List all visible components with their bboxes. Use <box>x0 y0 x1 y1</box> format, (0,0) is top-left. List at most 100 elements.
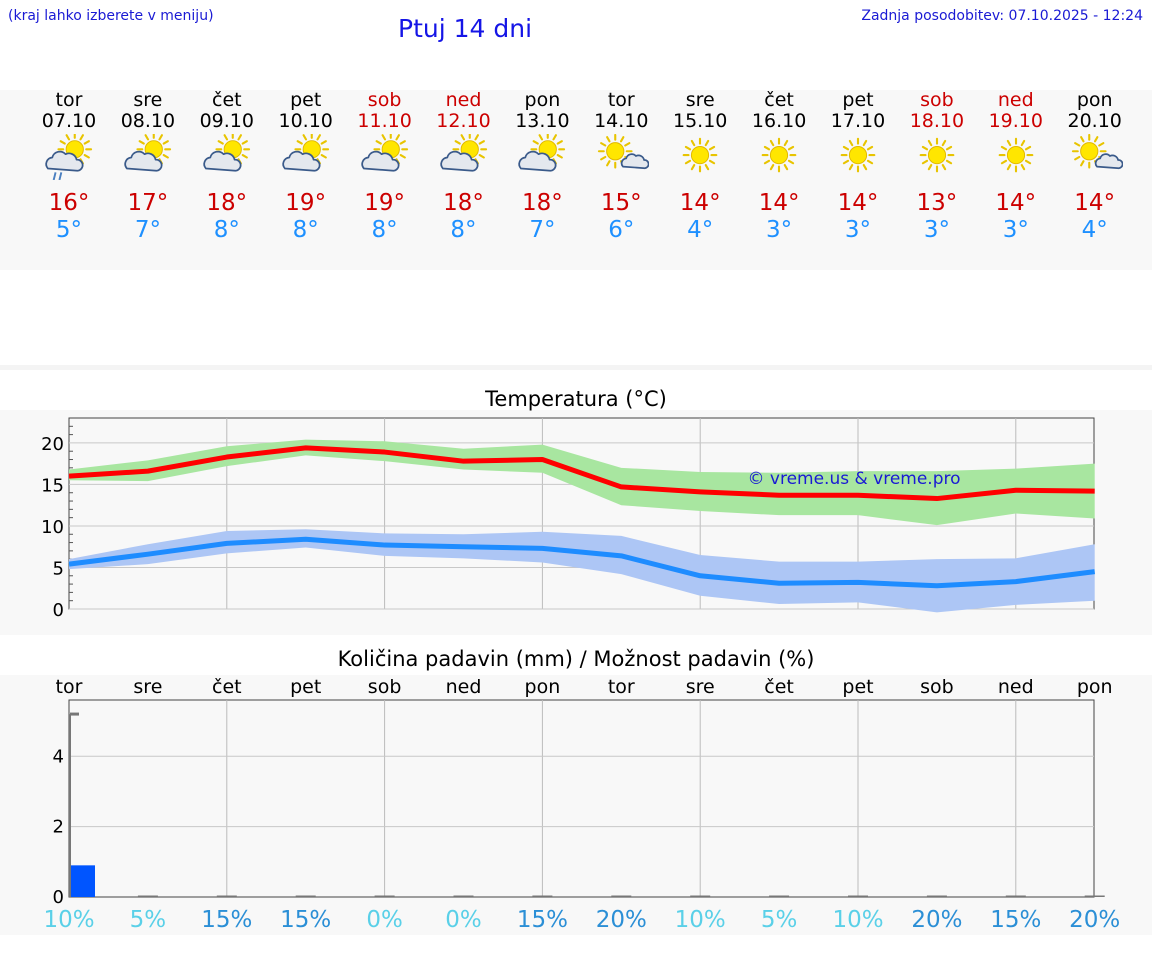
max-temperature: 14° <box>995 190 1037 216</box>
day-name: tor <box>607 89 635 111</box>
precipitation-probability: 15% <box>990 907 1041 933</box>
day-column: čet 16.10 14° 3° <box>739 90 819 244</box>
precipitation-bar <box>848 895 868 897</box>
precipitation-bar <box>295 895 316 897</box>
precipitation-day-label: sre <box>133 676 162 698</box>
max-temperature: 18° <box>206 190 248 216</box>
day-column: sre 15.10 14° 4° <box>660 90 740 244</box>
partly-cloudy-icon <box>439 134 487 172</box>
precipitation-bar <box>216 895 237 897</box>
partly-cloudy-icon <box>518 134 566 172</box>
precipitation-probability: 10% <box>832 907 883 933</box>
day-column: sob 18.10 13° 3° <box>897 90 977 244</box>
day-name: tor <box>55 89 83 111</box>
min-temperature: 8° <box>450 217 477 243</box>
day-name: ned <box>997 89 1034 111</box>
max-temperature: 14° <box>1074 190 1116 216</box>
precipitation-day-label: čet <box>764 676 794 698</box>
max-temperature: 14° <box>758 190 800 216</box>
min-temperature: 8° <box>292 217 319 243</box>
partly-cloudy-rain-icon <box>45 134 93 180</box>
precipitation-day-label: ned <box>998 676 1034 698</box>
precipitation-bar <box>374 895 395 897</box>
sun-small-cloud-icon <box>598 134 650 170</box>
precipitation-bar <box>1084 895 1105 897</box>
min-temperature: 4° <box>1081 217 1108 243</box>
precipitation-probability: 5% <box>130 907 167 933</box>
precipitation-probability: 20% <box>911 907 962 933</box>
min-temperature: 6° <box>608 217 635 243</box>
day-date: 08.10 <box>120 110 176 132</box>
precipitation-day-label: tor <box>56 676 83 698</box>
partly-cloudy-icon <box>282 134 329 172</box>
min-temperature: 3° <box>844 217 872 243</box>
precipitation-probability: 15% <box>201 907 252 933</box>
precipitation-chart-title: Količina padavin (mm) / Možnost padavin … <box>337 647 815 671</box>
precipitation-day-label: pet <box>290 676 321 698</box>
max-temperature: 18° <box>443 190 484 216</box>
precipitation-probability: 20% <box>596 907 647 933</box>
day-name: ned <box>445 89 482 111</box>
precipitation-probability: 10% <box>675 907 726 933</box>
min-temperature: 7° <box>529 217 556 243</box>
y-tick-label: 4 <box>53 746 64 767</box>
max-temperature: 13° <box>916 190 958 216</box>
max-temperature-range <box>69 439 1095 526</box>
day-column: pon 13.10 18° 7° <box>502 90 582 244</box>
day-column: pon 20.10 14° 4° <box>1055 90 1135 244</box>
precipitation-probability: 20% <box>1069 907 1120 933</box>
daily-forecast: tor 07.10 16° 5° sre 08.10 17° 7° čet 09.10 18° 8° p… <box>0 90 1152 270</box>
day-date: 10.10 <box>278 110 333 132</box>
max-temperature: 16° <box>48 190 90 216</box>
max-temperature: 15° <box>600 190 642 216</box>
max-temperature: 19° <box>364 190 405 216</box>
precipitation-chart: 0 2 4 tor sre čet pet sob ned pon tor sre čet pet sob n… <box>43 676 1120 933</box>
y-tick-label: 0 <box>53 887 64 908</box>
max-temperature-line <box>68 445 1095 502</box>
partly-cloudy-icon <box>360 134 408 172</box>
min-temperature-range <box>69 529 1095 613</box>
y-tick-label: 0 <box>53 600 64 621</box>
day-date: 09.10 <box>199 110 254 132</box>
day-date: 20.10 <box>1067 110 1122 132</box>
day-column: ned 19.10 14° 3° <box>976 90 1056 244</box>
min-temperature: 7° <box>134 217 161 243</box>
divider <box>0 365 1152 370</box>
day-column: sob 11.10 19° 8° <box>345 90 425 244</box>
sun-small-cloud-icon <box>1071 134 1123 170</box>
min-temperature: 8° <box>213 217 240 243</box>
day-date: 13.10 <box>515 110 570 132</box>
day-column: ned 12.10 18° 8° <box>424 90 504 244</box>
sun-icon <box>919 137 955 173</box>
sun-icon <box>682 137 718 173</box>
max-temperature: 14° <box>837 190 879 216</box>
day-column: pet 17.10 14° 3° <box>818 90 898 244</box>
page-title: Ptuj 14 dni <box>398 14 533 43</box>
day-date: 17.10 <box>830 110 886 132</box>
watermark: © vreme.us & vreme.pro <box>747 469 960 489</box>
precipitation-day-label: tor <box>608 676 635 698</box>
day-date: 19.10 <box>988 110 1043 132</box>
min-temperature: 3° <box>766 217 793 243</box>
partly-cloudy-icon <box>203 134 250 172</box>
plot-area <box>68 699 1095 898</box>
day-date: 11.10 <box>357 110 412 132</box>
y-tick-label: 20 <box>41 434 64 455</box>
precipitation-probability: 15% <box>280 907 331 933</box>
day-date: 16.10 <box>751 110 807 132</box>
y-tick-label: 2 <box>53 817 64 838</box>
day-column: tor 14.10 15° 6° <box>581 90 661 244</box>
precipitation-day-label: sre <box>686 676 715 698</box>
sun-icon <box>998 137 1034 173</box>
day-column: sre 08.10 17° 7° <box>108 90 188 244</box>
day-name: čet <box>212 89 242 111</box>
day-name: pon <box>524 89 561 111</box>
day-name: pon <box>1076 89 1113 111</box>
precipitation-bar <box>137 895 158 897</box>
sun-icon <box>840 137 876 173</box>
precipitation-day-label: ned <box>446 676 482 698</box>
precipitation-day-label: pet <box>842 676 873 698</box>
location-hint: (kraj lahko izberete v meniju) <box>8 8 214 24</box>
day-name: pet <box>842 89 874 111</box>
precipitation-bar <box>532 895 553 897</box>
